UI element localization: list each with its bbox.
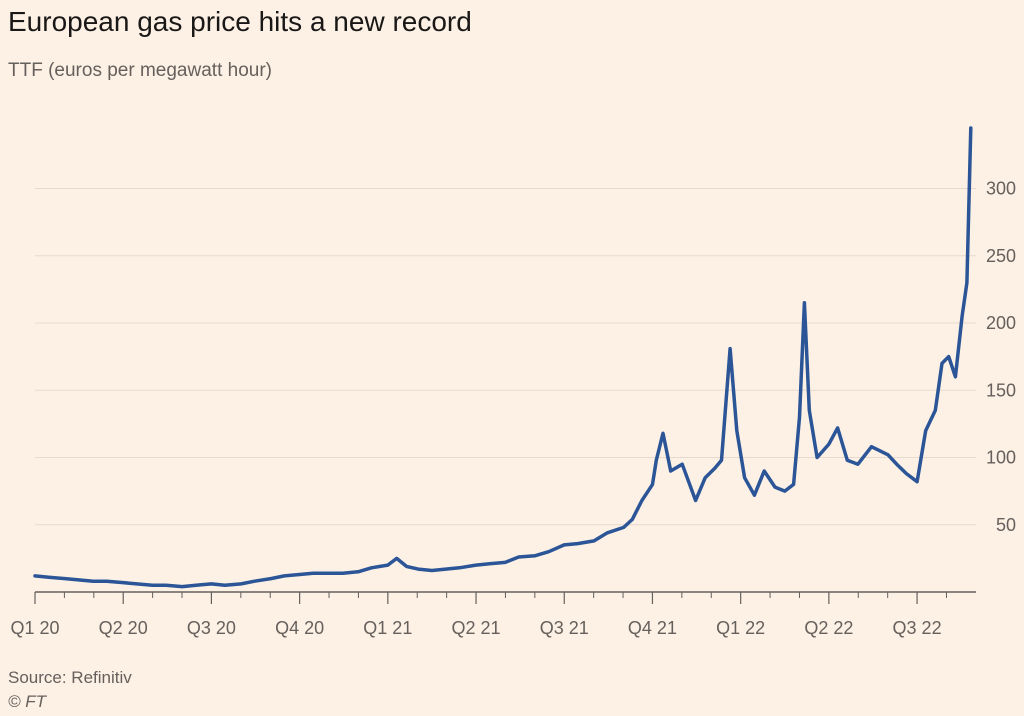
y-tick-label: 50 <box>996 515 1016 535</box>
gridlines <box>35 188 976 526</box>
source-note: Source: Refinitiv <box>8 668 132 687</box>
y-tick-label: 250 <box>986 246 1016 266</box>
x-tick-label: Q4 21 <box>628 618 677 638</box>
y-axis-ticks: 50 100 150 200 250 300 <box>986 179 1016 535</box>
y-tick-label: 100 <box>986 448 1016 468</box>
x-axis: Q1 20 Q2 20 Q3 20 Q4 20 Q1 21 Q2 21 Q3 21 Q4 21… <box>10 591 976 638</box>
x-tick-label: Q1 20 <box>10 618 59 638</box>
x-tick-label: Q2 22 <box>804 618 853 638</box>
chart-subtitle: TTF (euros per megawatt hour) <box>8 60 272 81</box>
chart-title: European gas price hits a new record <box>8 6 472 37</box>
copyright-credit: © FT <box>8 692 47 711</box>
x-tick-label: Q1 22 <box>716 618 765 638</box>
series-line-ttf <box>33 126 973 589</box>
series-group <box>33 126 973 589</box>
x-tick-label: Q1 21 <box>363 618 412 638</box>
x-tick-label: Q2 20 <box>99 618 148 638</box>
y-tick-label: 150 <box>986 380 1016 400</box>
y-tick-label: 200 <box>986 313 1016 333</box>
x-tick-label: Q2 21 <box>452 618 501 638</box>
y-tick-label: 300 <box>986 179 1016 199</box>
x-tick-label: Q3 22 <box>893 618 942 638</box>
x-tick-label: Q3 21 <box>540 618 589 638</box>
x-tick-label: Q3 20 <box>187 618 236 638</box>
x-tick-label: Q4 20 <box>275 618 324 638</box>
